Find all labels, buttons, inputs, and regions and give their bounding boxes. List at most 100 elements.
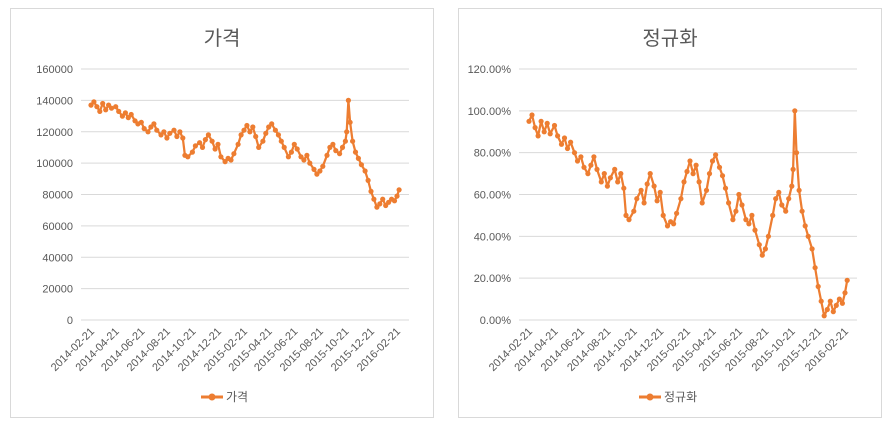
data-point	[352, 149, 359, 155]
data-point	[626, 217, 632, 223]
series-line	[90, 99, 401, 209]
chart-title: 정규화	[642, 26, 697, 50]
data-point	[830, 309, 836, 315]
legend-label: 정규화	[664, 390, 697, 404]
data-point	[272, 127, 278, 133]
data-point	[128, 111, 134, 118]
data-point	[238, 132, 244, 138]
data-point	[97, 108, 103, 114]
data-point	[631, 208, 637, 214]
data-point	[749, 212, 755, 218]
data-point	[773, 196, 779, 202]
series-normalized	[526, 108, 850, 319]
data-point	[601, 171, 607, 177]
data-point	[218, 154, 224, 160]
data-point	[244, 122, 250, 129]
y-tick-label: 60.00%	[474, 190, 512, 202]
data-point	[185, 154, 191, 160]
data-point	[765, 233, 771, 239]
data-point	[699, 200, 705, 206]
data-point	[790, 166, 796, 172]
data-point	[802, 223, 808, 229]
data-point	[654, 198, 660, 204]
y-tick-label: 120.00%	[468, 64, 512, 76]
data-point	[604, 183, 610, 189]
data-point	[716, 164, 723, 170]
data-point	[94, 104, 100, 110]
y-tick-label: 40000	[42, 252, 73, 264]
data-point	[344, 129, 350, 135]
legend[interactable]: 정규화	[639, 390, 697, 404]
legend[interactable]: 가격	[201, 390, 248, 404]
x-axis-ticks: 2014-02-212014-04-212014-06-212014-08-21…	[487, 326, 851, 374]
data-point	[161, 129, 167, 135]
data-point	[311, 166, 317, 172]
data-point	[690, 171, 696, 177]
data-point	[281, 144, 287, 150]
y-tick-label: 160000	[36, 64, 73, 76]
data-point	[307, 160, 313, 166]
data-point	[377, 201, 383, 207]
data-point	[345, 97, 351, 103]
data-point	[291, 141, 297, 147]
data-point	[362, 168, 368, 174]
data-point	[192, 143, 198, 149]
data-point	[320, 163, 326, 169]
data-point	[263, 130, 269, 136]
data-point	[660, 212, 666, 218]
data-point	[355, 155, 361, 161]
data-point	[824, 306, 830, 313]
data-point	[547, 131, 553, 137]
data-point	[256, 144, 262, 150]
data-point	[618, 171, 624, 177]
data-point	[752, 227, 758, 233]
data-point	[167, 130, 173, 136]
data-point	[558, 141, 565, 147]
data-point	[638, 187, 644, 193]
data-point	[108, 105, 115, 111]
data-point	[526, 118, 532, 124]
data-point	[687, 158, 693, 164]
data-point	[786, 196, 792, 202]
data-point	[358, 162, 364, 168]
legend-marker	[208, 393, 216, 401]
data-point	[644, 181, 650, 187]
y-tick-label: 80.00%	[474, 148, 512, 160]
data-point	[581, 164, 587, 170]
data-point	[368, 188, 374, 194]
data-point	[839, 300, 845, 306]
data-point	[164, 135, 170, 141]
y-tick-label: 100.00%	[468, 106, 512, 118]
data-point	[833, 302, 839, 308]
price-chart: 0 20000 40000 60000 80000 100000 120000 140000 1…	[36, 26, 409, 404]
data-point	[739, 202, 745, 208]
data-point	[138, 119, 144, 125]
data-point	[151, 121, 157, 127]
legend-label: 가격	[226, 390, 248, 404]
data-point	[607, 175, 613, 181]
data-point	[779, 202, 785, 208]
y-tick-label: 140000	[36, 95, 73, 107]
data-point	[571, 150, 578, 156]
chart-panel-price: 0 20000 40000 60000 80000 100000 120000 140000 1…	[10, 8, 434, 418]
data-point	[551, 122, 558, 129]
data-point	[561, 135, 568, 141]
y-tick-label: 120000	[36, 127, 73, 139]
data-point	[538, 118, 544, 124]
y-tick-label: 40.00%	[474, 231, 512, 243]
data-point	[612, 166, 618, 172]
data-point	[231, 151, 237, 157]
data-point	[116, 108, 122, 114]
data-point	[651, 183, 657, 189]
data-point	[535, 133, 541, 139]
data-point	[235, 141, 241, 147]
data-point	[247, 129, 253, 135]
data-point	[693, 162, 699, 168]
data-point	[250, 124, 256, 130]
y-tick-label: 100000	[36, 158, 73, 170]
data-point	[706, 171, 713, 177]
legend-marker	[646, 393, 654, 401]
grid-lines	[519, 68, 857, 321]
data-point	[709, 158, 716, 164]
data-point	[396, 187, 402, 193]
